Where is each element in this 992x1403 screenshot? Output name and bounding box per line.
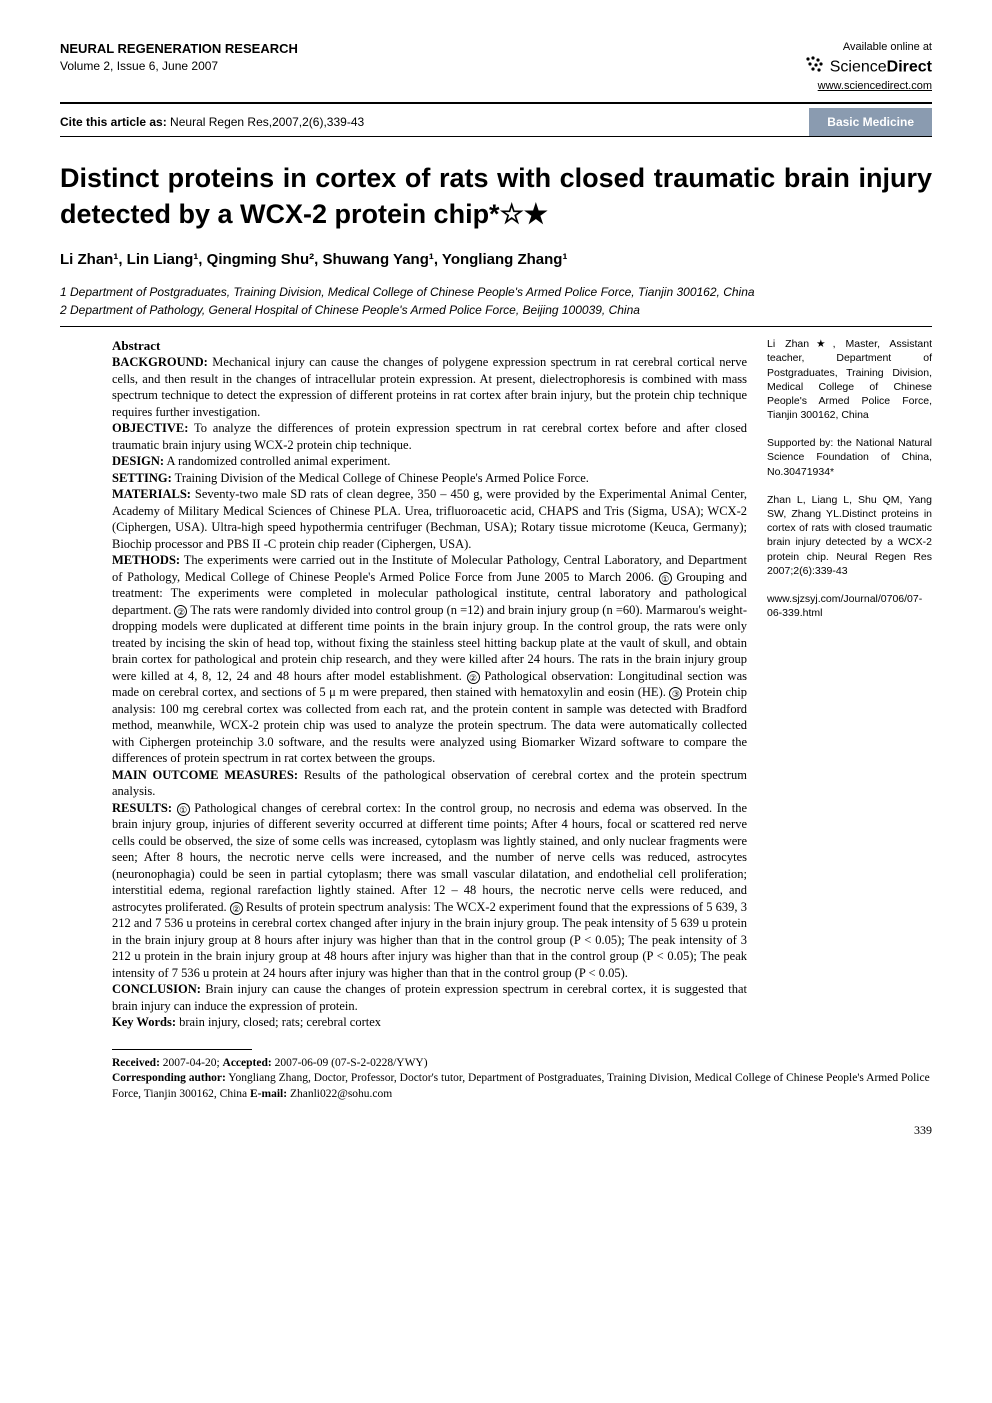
footnote-rule bbox=[112, 1049, 252, 1050]
category-badge: Basic Medicine bbox=[809, 108, 932, 136]
conclusion-text: Brain injury can cause the changes of pr… bbox=[112, 982, 747, 1013]
abstract-methods: METHODS: The experiments were carried ou… bbox=[112, 552, 747, 767]
cite-row: Cite this article as: Neural Regen Res,2… bbox=[60, 108, 932, 136]
abstract-design: DESIGN: A randomized controlled animal e… bbox=[112, 453, 747, 470]
cite-text: Cite this article as: Neural Regen Res,2… bbox=[60, 108, 809, 136]
mom-label: MAIN OUTCOME MEASURES: bbox=[112, 768, 298, 782]
accepted-label: Accepted: bbox=[223, 1057, 272, 1069]
corr-label: Corresponding author: bbox=[112, 1072, 226, 1084]
corresponding-line: Corresponding author: Yongliang Zhang, D… bbox=[112, 1071, 932, 1102]
corr-value: Yongliang Zhang, Doctor, Professor, Doct… bbox=[112, 1072, 930, 1100]
design-text: A randomized controlled animal experimen… bbox=[164, 454, 390, 468]
abstract-column: Abstract BACKGROUND: Mechanical injury c… bbox=[60, 337, 747, 1031]
abstract-heading: Abstract bbox=[112, 337, 747, 354]
background-label: BACKGROUND: bbox=[112, 355, 208, 369]
article-title: Distinct proteins in cortex of rats with… bbox=[60, 161, 932, 231]
sciencedirect-url: www.sciencedirect.com bbox=[804, 79, 932, 94]
abstract-conclusion: CONCLUSION: Brain injury can cause the c… bbox=[112, 981, 747, 1014]
abstract-materials: MATERIALS: Seventy-two male SD rats of c… bbox=[112, 486, 747, 552]
background-text: Mechanical injury can cause the changes … bbox=[112, 355, 747, 419]
materials-text: Seventy-two male SD rats of clean degree… bbox=[112, 487, 747, 551]
conclusion-label: CONCLUSION: bbox=[112, 982, 201, 996]
sd-word-2: Direct bbox=[887, 58, 932, 75]
header-rule-thin bbox=[60, 136, 932, 137]
received-value: 2007-04-20; bbox=[160, 1057, 223, 1069]
circled-2-icon: ② bbox=[174, 605, 187, 618]
journal-block: NEURAL REGENERATION RESEARCH Volume 2, I… bbox=[60, 40, 804, 74]
results-circ-2-icon: ② bbox=[230, 902, 243, 915]
circled-1-icon: ① bbox=[659, 572, 672, 585]
methods-text-1: The experiments were carried out in the … bbox=[112, 553, 747, 584]
cite-label: Cite this article as: bbox=[60, 115, 167, 129]
sd-word-1: Science bbox=[830, 58, 887, 75]
abstract-background: BACKGROUND: Mechanical injury can cause … bbox=[112, 354, 747, 420]
cite-value: Neural Regen Res,2007,2(6),339-43 bbox=[167, 115, 364, 129]
received-label: Received: bbox=[112, 1057, 160, 1069]
sidebar-author-info: Li Zhan★, Master, Assistant teacher, Dep… bbox=[767, 337, 932, 422]
body-columns: Abstract BACKGROUND: Mechanical injury c… bbox=[60, 337, 932, 1031]
abstract-mom: MAIN OUTCOME MEASURES: Results of the pa… bbox=[112, 767, 747, 800]
page-number: 339 bbox=[60, 1122, 932, 1138]
objective-text: To analyze the differences of protein ex… bbox=[112, 421, 747, 452]
design-label: DESIGN: bbox=[112, 454, 164, 468]
email-value: Zhanli022@sohu.com bbox=[287, 1088, 392, 1100]
accepted-value: 2007-06-09 (07-S-2-0228/YWY) bbox=[272, 1057, 428, 1069]
sciencedirect-block: Available online at ScienceDirect www.sc… bbox=[804, 40, 932, 94]
affil-rule bbox=[60, 326, 932, 327]
results-circ-1-icon: ① bbox=[177, 803, 190, 816]
journal-name: NEURAL REGENERATION RESEARCH bbox=[60, 40, 804, 58]
abstract-setting: SETTING: Training Division of the Medica… bbox=[112, 470, 747, 487]
sd-dots-icon bbox=[804, 55, 826, 80]
abstract-keywords: Key Words: brain injury, closed; rats; c… bbox=[112, 1014, 747, 1031]
objective-label: OBJECTIVE: bbox=[112, 421, 188, 435]
header-rule-thick bbox=[60, 102, 932, 104]
keywords-text: brain injury, closed; rats; cerebral cor… bbox=[176, 1015, 381, 1029]
circled-2b-icon: ② bbox=[467, 671, 480, 684]
sidebar-column: Li Zhan★, Master, Assistant teacher, Dep… bbox=[767, 337, 932, 1031]
email-label: E-mail: bbox=[250, 1088, 287, 1100]
affiliation-2-text: 2 Department of Pathology, General Hospi… bbox=[60, 303, 640, 317]
circled-3-icon: ③ bbox=[669, 687, 682, 700]
setting-label: SETTING: bbox=[112, 471, 172, 485]
authors-line: Li Zhan¹, Lin Liang¹, Qingming Shu², Shu… bbox=[60, 250, 932, 270]
sidebar-url: www.sjzsyj.com/Journal/0706/07-06-339.ht… bbox=[767, 592, 932, 620]
affiliation-1: 1 Department of Postgraduates, Training … bbox=[60, 284, 932, 300]
footnotes: Received: 2007-04-20; Accepted: 2007-06-… bbox=[60, 1056, 932, 1103]
available-online-text: Available online at bbox=[804, 40, 932, 55]
page-header: NEURAL REGENERATION RESEARCH Volume 2, I… bbox=[60, 40, 932, 94]
results-label: RESULTS: bbox=[112, 801, 172, 815]
keywords-label: Key Words: bbox=[112, 1015, 176, 1029]
abstract-objective: OBJECTIVE: To analyze the differences of… bbox=[112, 420, 747, 453]
received-line: Received: 2007-04-20; Accepted: 2007-06-… bbox=[112, 1056, 932, 1072]
affiliation-1-text: 1 Department of Postgraduates, Training … bbox=[60, 285, 755, 299]
methods-label: METHODS: bbox=[112, 553, 180, 567]
sidebar-funding: Supported by: the National Natural Scien… bbox=[767, 436, 932, 479]
abstract-results: RESULTS: ① Pathological changes of cereb… bbox=[112, 800, 747, 982]
results-text-1: Pathological changes of cerebral cortex:… bbox=[112, 801, 747, 914]
journal-issue: Volume 2, Issue 6, June 2007 bbox=[60, 58, 804, 74]
sciencedirect-logo: ScienceDirect bbox=[804, 55, 932, 80]
materials-label: MATERIALS: bbox=[112, 487, 191, 501]
setting-text: Training Division of the Medical College… bbox=[172, 471, 589, 485]
sidebar-citation: Zhan L, Liang L, Shu QM, Yang SW, Zhang … bbox=[767, 493, 932, 578]
affiliation-2: 2 Department of Pathology, General Hospi… bbox=[60, 302, 932, 318]
